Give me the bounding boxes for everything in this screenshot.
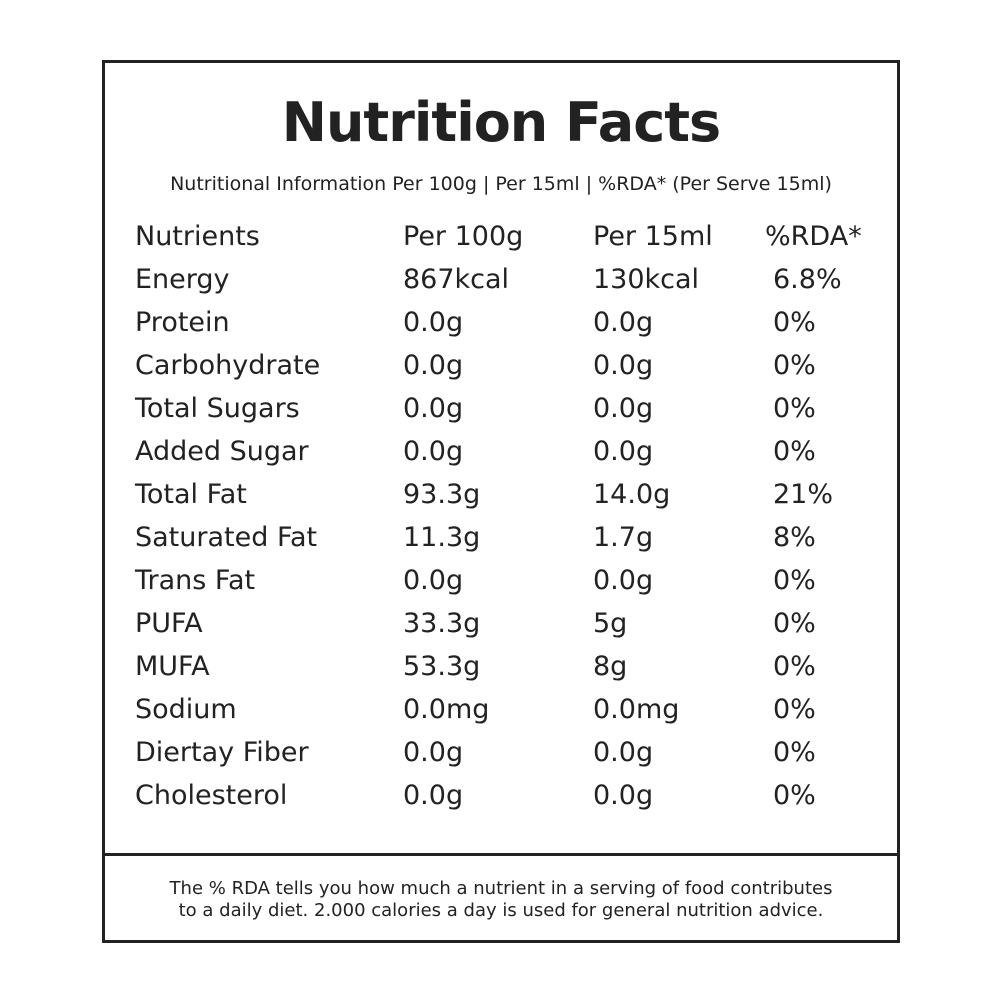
cell: 0% (773, 307, 816, 338)
cell: 0.0g (403, 307, 464, 338)
cell: 0% (773, 651, 816, 682)
cell: Carbohydrate (135, 350, 321, 381)
cell: 0% (773, 780, 816, 811)
cell: PUFA (135, 608, 203, 639)
cell: Protein (135, 307, 230, 338)
cell: 93.3g (403, 479, 481, 510)
cell: 0% (773, 694, 816, 725)
cell: Nutrients (135, 221, 260, 252)
cell: 11.3g (403, 522, 481, 553)
cell: 1.7g (593, 522, 654, 553)
cell: 867kcal (403, 264, 510, 295)
cell: Cholesterol (135, 780, 288, 811)
subtitle: Nutritional Information Per 100g | Per 1… (170, 173, 832, 195)
cell: 5g (593, 608, 628, 639)
cell: Total Sugars (135, 393, 300, 424)
title: Nutrition Facts (281, 91, 721, 154)
cell: 14.0g (593, 479, 671, 510)
cell: 0% (773, 608, 816, 639)
cell: 33.3g (403, 608, 481, 639)
cell: Saturated Fat (135, 522, 318, 553)
cell: 0.0mg (403, 694, 490, 725)
cell: 8g (593, 651, 628, 682)
cell: 0% (773, 737, 816, 768)
cell: Trans Fat (135, 565, 256, 596)
cell: 0% (773, 350, 816, 381)
cell: 0.0mg (593, 694, 680, 725)
cell: 0.0g (593, 393, 654, 424)
cell: 0.0g (593, 737, 654, 768)
cell: 0.0g (593, 565, 654, 596)
cell: 6.8% (773, 264, 842, 295)
cell: 0.0g (403, 393, 464, 424)
cell: 8% (773, 522, 816, 553)
cell: 0.0g (403, 780, 464, 811)
cell: Per 15ml (593, 221, 713, 252)
cell: 0.0g (593, 780, 654, 811)
cell: 0.0g (593, 307, 654, 338)
cell: Sodium (135, 694, 237, 725)
cell: 53.3g (403, 651, 481, 682)
cell: MUFA (135, 651, 210, 682)
footer-line: to a daily diet. 2.000 calories a day is… (178, 900, 824, 921)
cell: 0% (773, 565, 816, 596)
cell: Diertay Fiber (135, 737, 309, 768)
cell: 0.0g (593, 436, 654, 467)
cell: Energy (135, 264, 230, 295)
label-box: Nutrition Facts Nutritional Information … (102, 60, 900, 943)
footer-line: The % RDA tells you how much a nutrient … (169, 878, 833, 899)
separator (105, 853, 897, 856)
cell: Total Fat (135, 479, 247, 510)
footer: The % RDA tells you how much a nutrient … (105, 878, 897, 922)
cell: 0.0g (403, 350, 464, 381)
cell: 0.0g (403, 565, 464, 596)
cell: Added Sugar (135, 436, 309, 467)
cell: 0% (773, 436, 816, 467)
cell: 0% (773, 393, 816, 424)
cell: 0.0g (403, 436, 464, 467)
cell: Per 100g (403, 221, 524, 252)
cell: %RDA* (765, 221, 862, 252)
cell: 21% (773, 479, 834, 510)
cell: 0.0g (593, 350, 654, 381)
cell: 130kcal (593, 264, 700, 295)
cell: 0.0g (403, 737, 464, 768)
